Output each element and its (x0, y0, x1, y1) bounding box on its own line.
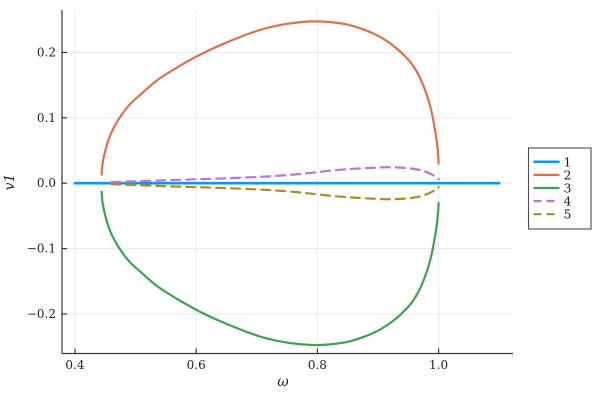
x-tick-label: 1.0 (429, 358, 448, 372)
legend-label: 5 (564, 207, 572, 222)
y-axis-label: v1 (2, 174, 18, 191)
x-tick-label: 0.4 (65, 358, 84, 372)
x-tick-label: 0.8 (308, 358, 327, 372)
legend-label: 2 (564, 167, 572, 182)
x-axis-label: ω (277, 374, 289, 390)
series-line-4 (110, 166, 440, 184)
legend-label: 3 (564, 181, 572, 196)
legend-label: 1 (564, 154, 572, 169)
y-tick-label: 0.2 (37, 45, 56, 59)
y-tick-label: −0.1 (27, 242, 56, 256)
x-tick-label: 0.6 (187, 358, 206, 372)
legend-label: 4 (564, 194, 572, 209)
y-tick-label: 0.1 (37, 111, 56, 125)
series-line-3 (100, 190, 440, 347)
series-line-2 (100, 20, 440, 176)
series-line-5 (110, 183, 440, 201)
y-tick-label: −0.2 (27, 307, 56, 321)
y-tick-label: 0.0 (37, 176, 56, 190)
